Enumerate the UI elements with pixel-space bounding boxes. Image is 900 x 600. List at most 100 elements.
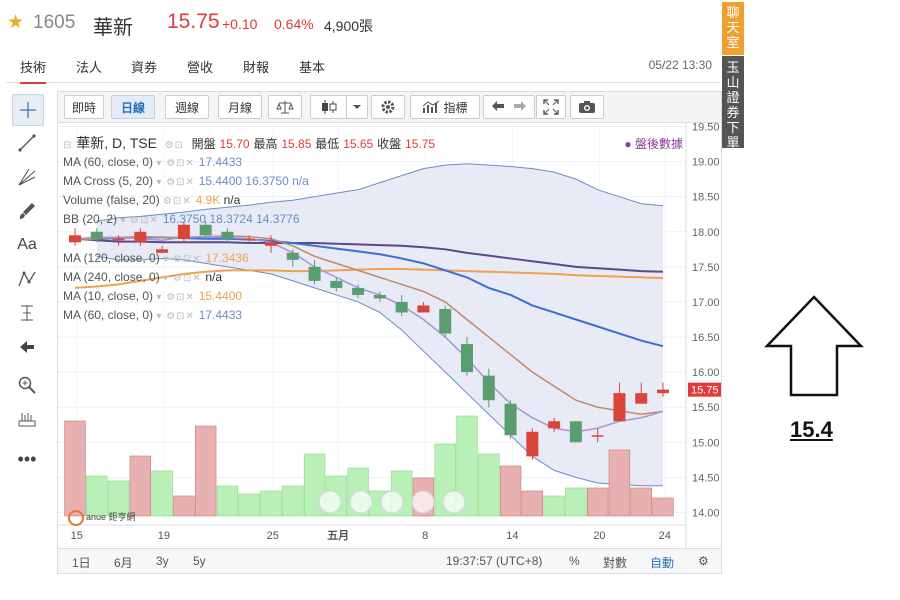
volume-bar (86, 475, 108, 517)
undo-icon[interactable] (491, 100, 505, 115)
ruler-icon[interactable] (12, 404, 42, 434)
price-change-percent: 0.64% (274, 16, 314, 32)
legend-value: 15.4400 16.3750 n/a (198, 174, 309, 188)
legend-row-ma120[interactable]: MA (120, close, 0) ▾ ⚙⊡✕ 17.3436 (63, 249, 249, 267)
price-tick-label: 17.50 (692, 262, 720, 274)
legend-row-ma60b[interactable]: MA (60, close, 0) ▾ ⚙⊡✕ 17.4433 (63, 306, 242, 324)
date-tick-label: 24 (659, 530, 671, 542)
text-tool-icon[interactable]: Aa (17, 236, 37, 253)
crosshair-icon[interactable] (12, 94, 44, 126)
settings-gear-icon[interactable] (371, 95, 405, 119)
log-toggle[interactable]: 對數 (603, 556, 628, 570)
after-hours-dot-icon: ● (624, 137, 632, 151)
volume-bar (586, 487, 609, 517)
brush-icon[interactable] (12, 196, 42, 226)
legend-value: 15.4400 (198, 289, 243, 303)
legend-row-bb[interactable]: BB (20, 2) ▾ ⚙⊡✕ 16.3750 18.3724 14.3776 (63, 210, 300, 228)
candle-type-icon[interactable] (310, 95, 348, 119)
redo-icon[interactable] (513, 100, 527, 115)
back-arrow-icon[interactable] (12, 332, 42, 362)
range-5y[interactable]: 5y (193, 554, 206, 568)
camera-icon[interactable] (570, 95, 604, 119)
tab-technical[interactable]: 技術 (20, 57, 47, 84)
volume-bar (260, 490, 282, 517)
legend-row-ma10[interactable]: MA (10, close, 0) ▾ ⚙⊡✕ 15.4400 (63, 287, 242, 305)
indicator-button[interactable]: 指標 (410, 95, 480, 119)
price-change: +0.10 (222, 16, 258, 32)
legend-row-ma240[interactable]: MA (240, close, 0) ▾ ⚙⊡✕ n/a (63, 268, 222, 286)
price-tick-label: 15.50 (692, 402, 720, 414)
legend-controls-icon[interactable]: ▾ ⚙⊡✕ (120, 215, 163, 226)
legend-row-ma-cross[interactable]: MA Cross (5, 20) ▾ ⚙⊡✕ 15.4400 16.3750 n… (63, 172, 309, 190)
candle-body (591, 435, 604, 437)
legend-label: Volume (false, 20) (63, 193, 160, 207)
candle-body (657, 389, 669, 394)
legend-controls-icon[interactable]: ▾ ⚙⊡✕ (156, 311, 199, 322)
low-value: 15.65 (343, 137, 374, 151)
watermark-logo-icon (68, 510, 84, 526)
daily-button[interactable]: 日線 (111, 95, 155, 119)
volume-bar (282, 485, 304, 517)
fullscreen-icon[interactable] (536, 95, 566, 119)
chat-room-button[interactable]: 聊天室 (722, 2, 744, 55)
legend-controls-icon[interactable]: ▾ ⚙⊡✕ (156, 177, 199, 188)
tab-institutional[interactable]: 法人 (76, 60, 103, 75)
axis-settings-icon[interactable]: ⚙ (698, 554, 709, 568)
legend-settings-icon[interactable]: ⚙⊡ (160, 140, 188, 151)
price-tick-label: 16.50 (692, 332, 720, 344)
legend-controls-icon[interactable]: ▾ ⚙⊡✕ (163, 254, 206, 265)
range-1d[interactable]: 1日 (72, 556, 91, 570)
stock-code: 1605 (33, 12, 76, 33)
chevron-down-icon[interactable] (346, 95, 368, 119)
price-tick-label: 19.00 (692, 157, 720, 169)
weekly-button[interactable]: 週線 (165, 95, 209, 119)
annotation-value: 15.4 (790, 417, 833, 442)
percent-toggle[interactable]: % (569, 554, 580, 568)
price-tick-label: 15.00 (692, 437, 720, 449)
pattern-icon[interactable] (12, 264, 42, 294)
legend-row-volume[interactable]: Volume (false, 20) ⚙⊡✕ 4.9K n/a (63, 191, 240, 209)
measure-icon[interactable] (12, 298, 42, 328)
chart-plot-area[interactable]: 19.50 19.00 18.50 18.00 17.50 17.00 16.50 16.00… (58, 122, 722, 548)
trend-line-icon[interactable] (12, 128, 42, 158)
auto-scale-toggle[interactable]: 自動 (650, 556, 675, 570)
candlestick-chart[interactable]: 19.50 19.00 18.50 18.00 17.50 17.00 16.50 16.00… (58, 122, 722, 548)
legend-label: MA (60, close, 0) (63, 155, 154, 169)
chart-clock: 19:37:57 (UTC+8) (446, 554, 543, 568)
range-3y[interactable]: 3y (156, 554, 169, 568)
tab-margin[interactable]: 資券 (131, 60, 158, 75)
zoom-in-icon[interactable] (12, 370, 42, 400)
tab-financials[interactable]: 財報 (243, 60, 270, 75)
more-tools-icon[interactable]: ••• (17, 448, 37, 469)
candle-body (504, 403, 517, 436)
ma5-line (74, 235, 664, 433)
collapse-icon[interactable]: ⊟ (63, 140, 73, 151)
compare-scale-icon[interactable] (268, 95, 302, 119)
quote-timestamp: 05/22 13:30 (648, 58, 712, 72)
legend-controls-icon[interactable]: ⚙⊡✕ (163, 196, 196, 207)
tab-revenue[interactable]: 營收 (187, 60, 214, 75)
legend-row-ma60[interactable]: MA (60, close, 0) ▾ ⚙⊡✕ 17.4433 (63, 153, 242, 171)
candle-body (395, 301, 408, 313)
broker-order-button[interactable]: 玉山證券下單 (722, 56, 744, 150)
volume-bar (478, 453, 500, 517)
volume-bar (173, 495, 195, 517)
after-hours-link[interactable]: ● 盤後數據 (624, 135, 683, 152)
candle-body (613, 393, 626, 422)
open-label: 開盤 (191, 137, 216, 151)
zoom-control-icon (380, 490, 404, 514)
range-6m[interactable]: 6月 (114, 556, 133, 570)
candle-body (330, 280, 343, 288)
bollinger-upper-line (96, 163, 664, 222)
legend-controls-icon[interactable]: ▾ ⚙⊡✕ (156, 158, 199, 169)
favorite-star-icon[interactable]: ★ (7, 12, 25, 33)
legend-controls-icon[interactable]: ▾ ⚙⊡✕ (163, 273, 206, 284)
monthly-button[interactable]: 月線 (218, 95, 262, 119)
tab-basic[interactable]: 基本 (299, 60, 326, 75)
volume-bar (129, 455, 152, 517)
up-arrow-icon (764, 295, 864, 397)
ma120-line (74, 267, 664, 289)
realtime-button[interactable]: 即時 (64, 95, 104, 119)
fib-fan-icon[interactable] (12, 162, 42, 192)
legend-controls-icon[interactable]: ▾ ⚙⊡✕ (156, 292, 199, 303)
